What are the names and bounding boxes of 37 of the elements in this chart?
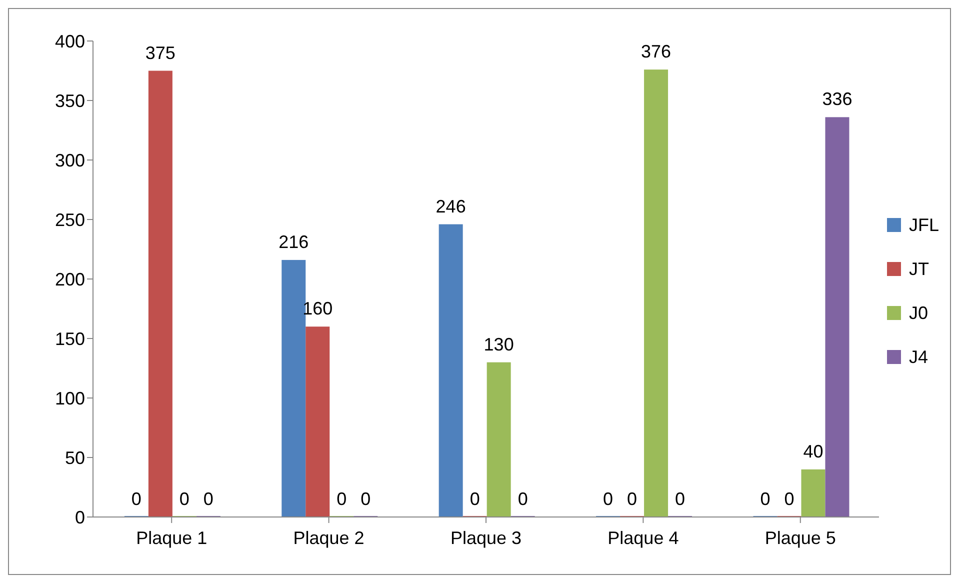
- data-label: 336: [822, 89, 852, 110]
- data-label: 0: [360, 489, 371, 509]
- data-label: 216: [278, 232, 309, 252]
- data-label: 375: [145, 42, 176, 63]
- y-tick-label: 0: [74, 507, 85, 528]
- data-label: 0: [336, 489, 347, 509]
- data-label: 0: [627, 489, 638, 509]
- x-tick-label: Plaque 2: [293, 528, 364, 548]
- data-label: 0: [179, 489, 190, 509]
- data-label: 246: [436, 196, 466, 216]
- data-label: 40: [803, 441, 824, 462]
- y-tick-label: 100: [54, 388, 85, 408]
- legend-label: J4: [908, 346, 928, 368]
- legend-label: JT: [908, 258, 929, 280]
- y-tick-label: 350: [54, 90, 85, 111]
- data-label: 0: [675, 489, 686, 509]
- data-label: 0: [470, 489, 480, 509]
- legend-label: JFL: [908, 214, 939, 236]
- y-tick-label: 400: [54, 31, 85, 52]
- data-label: 0: [603, 489, 614, 509]
- data-label: 0: [203, 489, 214, 509]
- x-tick-label: Plaque 4: [608, 528, 679, 548]
- data-label: 0: [784, 489, 794, 509]
- data-label: 0: [518, 489, 528, 509]
- data-label: 376: [641, 42, 672, 62]
- legend-label: J0: [908, 302, 928, 324]
- data-label: 0: [760, 489, 770, 509]
- data-label: 0: [131, 489, 142, 509]
- x-tick-label: Plaque 1: [136, 528, 208, 548]
- x-tick-label: Plaque 3: [450, 528, 522, 548]
- y-tick-label: 200: [54, 269, 85, 290]
- y-tick-label: 150: [54, 328, 85, 349]
- x-tick-label: Plaque 5: [764, 528, 836, 548]
- y-tick-label: 50: [64, 448, 85, 468]
- y-tick-label: 250: [54, 210, 85, 230]
- y-tick-label: 300: [54, 150, 85, 170]
- data-label: 130: [484, 334, 514, 354]
